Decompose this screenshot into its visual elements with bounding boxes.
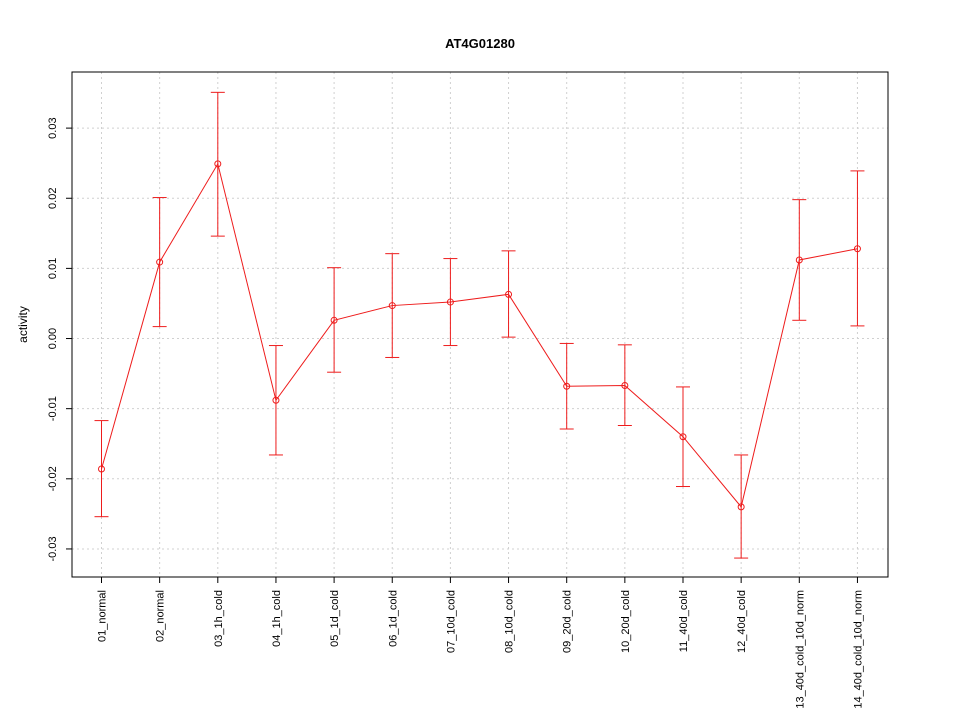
y-tick-label: -0.01 [47,396,59,421]
y-tick-label: -0.02 [47,466,59,491]
x-tick-label: 03_1h_cold [213,590,225,647]
x-tick-label: 14_40d_cold_10d_norm [852,590,864,709]
y-axis-label: activity [16,306,30,343]
x-tick-label: 08_10d_cold [504,590,516,653]
data-point [98,465,105,473]
x-tick-label: 07_10d_cold [445,590,457,653]
data-point [446,298,454,306]
data-point [156,258,164,266]
x-tick-label: 04_1h_cold [271,590,283,647]
data-point [330,316,338,324]
data-point [679,433,687,441]
y-tick-label: 0.00 [47,328,59,349]
y-tick-label: 0.02 [47,188,59,209]
data-point [621,382,629,390]
data-point [737,503,745,511]
data-point [272,396,280,404]
data-point [795,256,803,264]
x-tick-label: 01_normal [97,590,109,642]
y-tick-label: -0.03 [47,536,59,561]
series-line [101,162,858,508]
data-point [563,382,571,390]
chart-title: AT4G01280 [445,36,515,51]
data-point [214,160,222,168]
x-tick-label: 09_20d_cold [562,590,574,653]
y-tick-label: 0.03 [47,117,59,138]
x-tick-label: 10_20d_cold [620,590,632,653]
x-tick-label: 02_normal [155,590,167,642]
data-point [388,302,396,310]
data-point [505,290,513,298]
y-tick-label: 0.01 [47,258,59,279]
axes: -0.03 -0.02 -0.01 0.00 0.01 0.02 0.03 01_normal… [47,117,864,708]
x-tick-label: 05_1d_cold [329,590,341,647]
x-tick-label: 12_40d_cold [736,590,748,653]
data-point [853,245,861,253]
grid [72,72,888,577]
error-bar [850,170,865,327]
series [94,91,865,559]
plot-frame [71,71,889,578]
x-tick-label: 13_40d_cold_10d_norm [794,590,806,709]
x-tick-label: 11_40d_cold [678,590,690,652]
x-tick-label: 06_1d_cold [387,590,399,647]
